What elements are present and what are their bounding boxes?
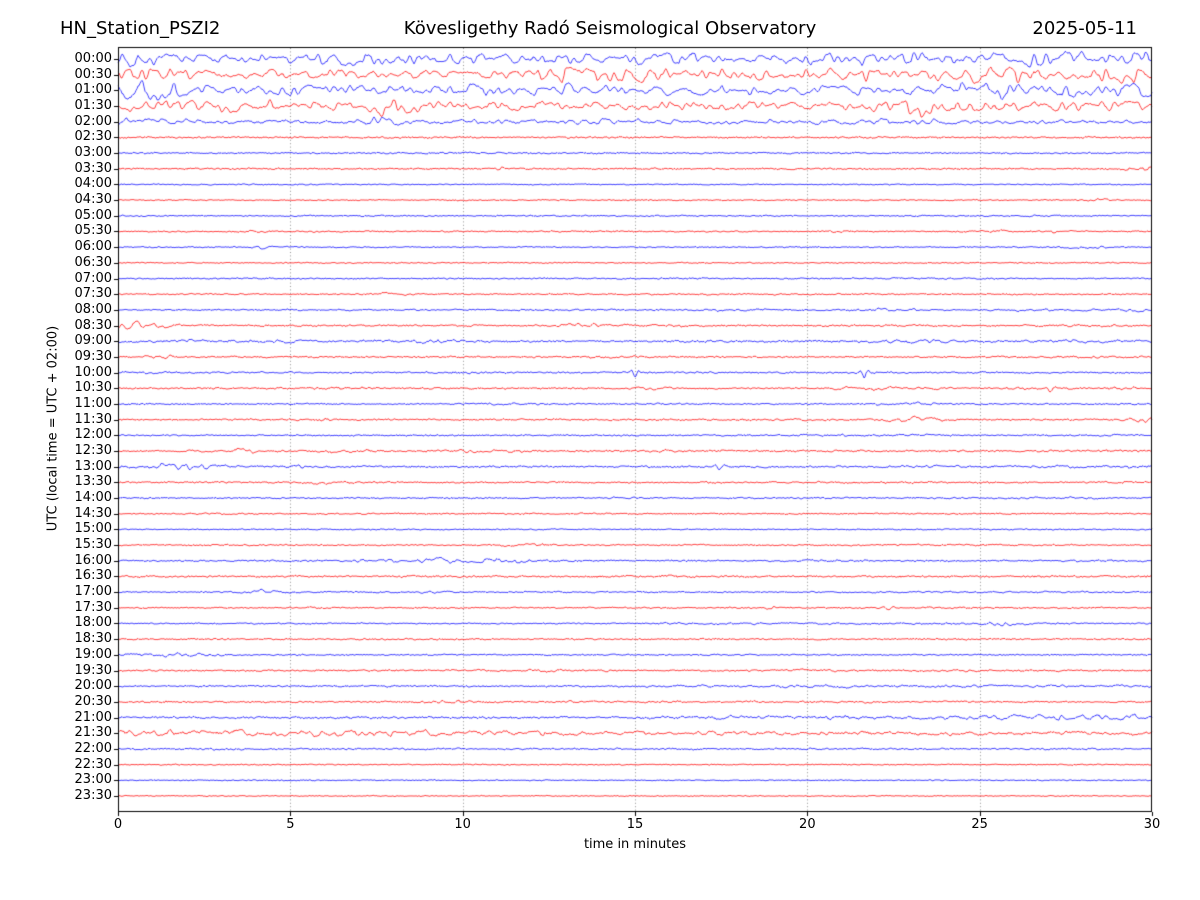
y-tick-label: 00:00 [74,51,112,66]
x-tick-label: 20 [799,817,816,832]
y-tick-label: 23:00 [74,772,112,788]
x-tick-label: 5 [286,817,295,832]
y-tick-label: 10:00 [74,364,112,380]
y-tick-label: 18:30 [74,631,112,647]
y-tick-label: 11:00 [74,395,112,411]
y-tick-label: 08:00 [74,301,112,317]
y-tick-label: 13:00 [74,458,112,474]
y-tick-label: 07:30 [74,286,112,302]
y-tick-label: 02:30 [74,129,112,145]
y-tick-label: 12:30 [74,443,112,458]
y-tick-label: 03:00 [74,145,112,161]
date-title: 2025-05-11 [1032,18,1137,39]
y-tick-label: 16:00 [74,552,112,568]
station-title: HN_Station_PSZI2 [60,18,221,39]
y-tick-label: 21:30 [74,725,112,741]
y-tick-label: 06:00 [74,239,112,255]
x-tick-label: 25 [971,817,988,832]
y-tick-label: 10:30 [74,380,112,396]
y-tick-label: 11:30 [74,411,112,427]
y-tick-label: 20:00 [74,678,112,694]
y-tick-label: 04:30 [74,192,112,208]
y-tick-label: 01:00 [74,82,112,98]
y-tick-label: 07:00 [74,270,112,286]
y-tick-label: 05:00 [74,207,112,223]
y-tick-label: 03:30 [74,160,112,176]
y-tick-label: 21:00 [74,709,112,725]
y-tick-label: 01:30 [74,98,112,114]
y-tick-label: 17:00 [74,584,112,600]
y-tick-label: 17:30 [74,599,112,615]
y-tick-label: 13:30 [74,474,112,490]
x-tick-label: 15 [626,817,644,832]
x-tick-label: 0 [113,817,123,832]
x-axis-label: time in minutes [583,837,687,852]
y-tick-label: 19:30 [74,662,112,678]
y-tick-label: 06:30 [74,254,112,270]
y-tick-label: 08:30 [74,317,112,333]
y-tick-label: 22:30 [74,756,112,772]
y-tick-label: 23:30 [74,787,112,803]
y-tick-label: 22:00 [74,740,112,756]
y-tick-label: 12:00 [74,427,112,443]
y-tick-label: 02:00 [74,113,112,129]
y-tick-label: 14:00 [74,490,112,506]
y-tick-label: 15:30 [74,537,112,553]
y-tick-label: 05:30 [74,223,112,239]
observatory-title: Kövesligethy Radó Seismological Observat… [403,18,817,39]
x-tick-label: 30 [1143,817,1161,832]
y-tick-label: 15:00 [74,521,112,537]
y-tick-label: 04:00 [74,176,112,192]
y-tick-label: 16:30 [74,568,112,584]
y-tick-label: 19:00 [74,646,112,662]
y-tick-label: 09:00 [74,333,112,349]
y-tick-label: 20:30 [74,693,112,709]
x-tick-label: 10 [454,817,471,832]
y-tick-label: 09:30 [74,348,112,364]
y-tick-label: 00:30 [74,66,112,82]
y-tick-label: 14:30 [74,505,112,521]
y-tick-label: 18:00 [74,615,112,631]
